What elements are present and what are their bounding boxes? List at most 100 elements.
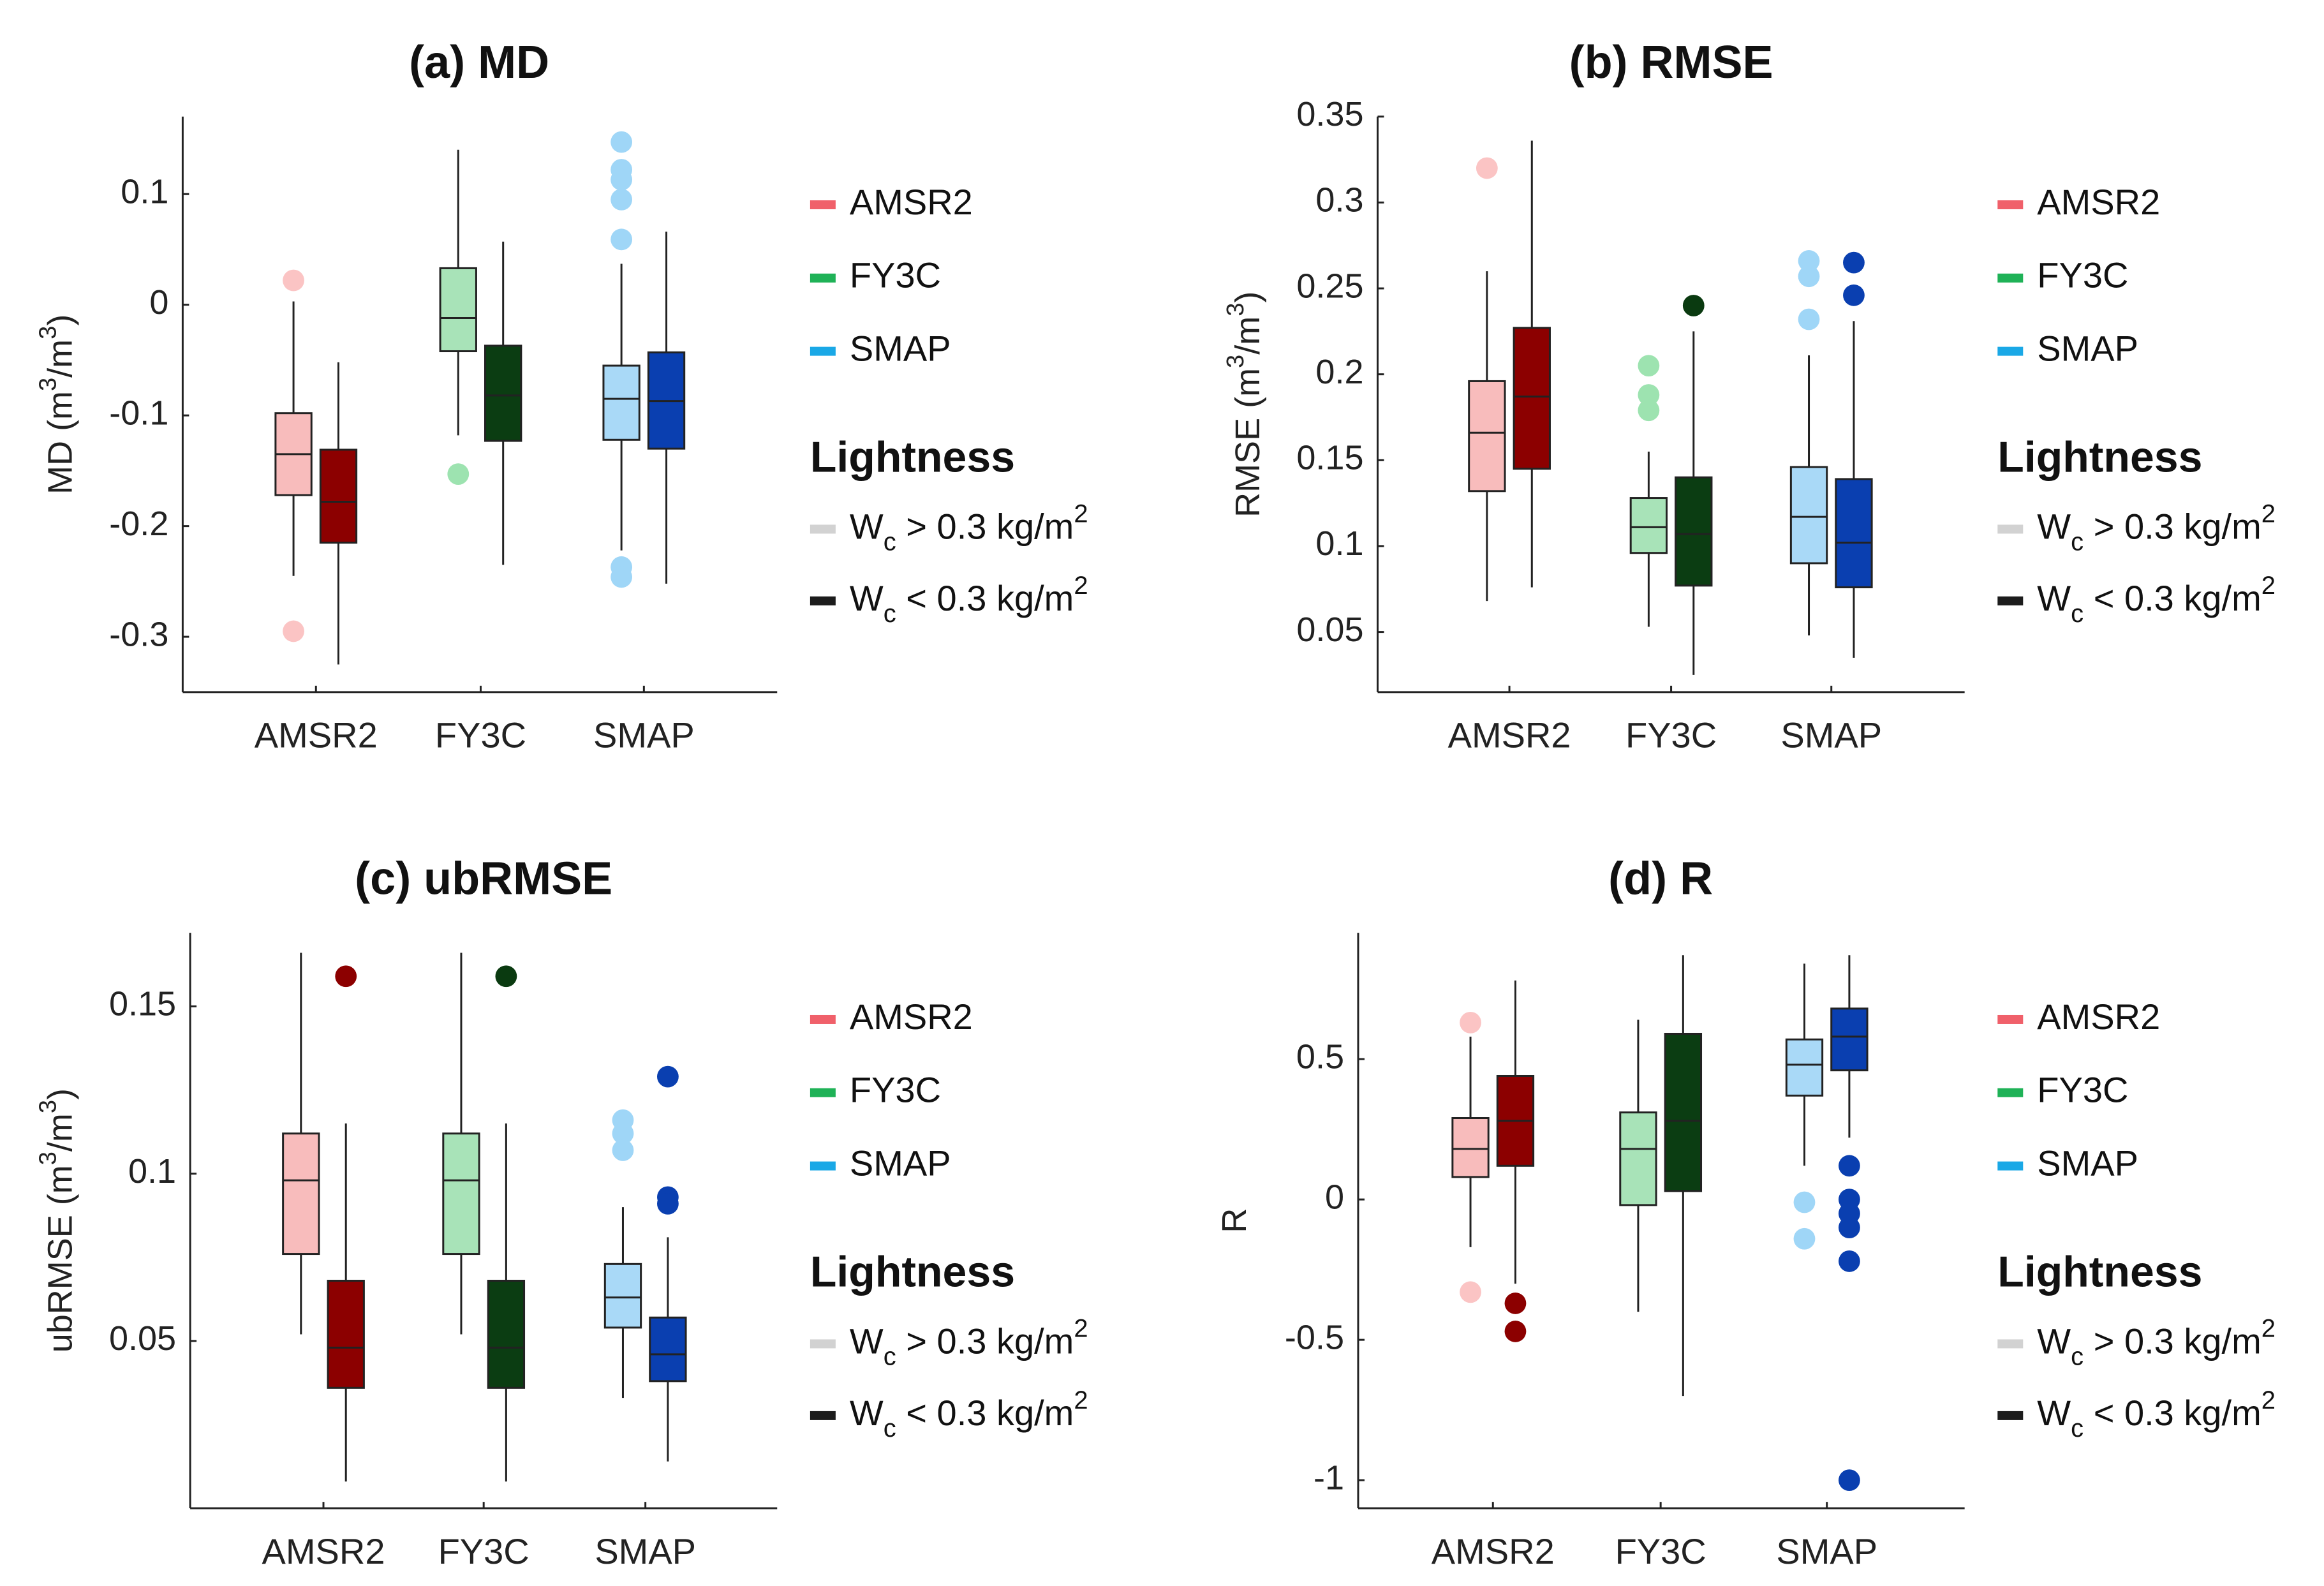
box-iqr bbox=[319, 448, 358, 544]
outlier-point bbox=[1682, 295, 1705, 316]
legend-swatch-fy3c bbox=[810, 273, 836, 283]
legend-label-wc-light: Wc > 0.3 kg/m2 bbox=[2037, 500, 2276, 556]
box-smap-dark bbox=[647, 232, 686, 584]
outlier-point bbox=[1504, 1321, 1527, 1342]
box-iqr bbox=[1629, 497, 1668, 554]
panel-b: (b) RMSE 0.35 0.3 0.25 0.2 0.15 0.1 0.05 AMSR2 FY… bbox=[1222, 37, 2276, 755]
legend-swatch-dark bbox=[1997, 1411, 2024, 1420]
box-smap-dark bbox=[1830, 955, 1869, 1492]
outlier-point bbox=[1638, 384, 1660, 406]
panel-title: (b) RMSE bbox=[1569, 37, 1773, 88]
legend-swatch-light bbox=[810, 524, 836, 534]
outlier-point bbox=[656, 1065, 679, 1088]
box-smap-light bbox=[602, 131, 640, 588]
box-amsr2-light bbox=[1451, 1011, 1490, 1303]
legend-label-wc-dark: Wc < 0.3 kg/m2 bbox=[850, 571, 1088, 627]
y-tick-label: 0.15 bbox=[1296, 439, 1363, 477]
legend-label-wc-light: Wc > 0.3 kg/m2 bbox=[2037, 1314, 2276, 1370]
outlier-point bbox=[611, 228, 633, 251]
outlier-point bbox=[1638, 355, 1660, 377]
legend-swatch-light bbox=[1997, 1339, 2024, 1349]
legend-swatch-fy3c bbox=[810, 1088, 836, 1097]
legend-swatch-smap bbox=[810, 346, 836, 356]
legend-lightness-title: Lightness bbox=[810, 433, 1015, 482]
y-tick-label: 0.3 bbox=[1315, 181, 1363, 219]
y-tick-label: 0 bbox=[149, 283, 168, 322]
box-amsr2-dark bbox=[1496, 980, 1535, 1342]
box-iqr bbox=[484, 345, 522, 442]
legend-lightness-title: Lightness bbox=[810, 1248, 1015, 1296]
y-axis-label: MD (m3/m3) bbox=[35, 315, 80, 494]
legend-swatch-fy3c bbox=[1997, 1088, 2024, 1097]
legend-swatch-fy3c bbox=[1997, 273, 2024, 283]
outlier-point bbox=[656, 1192, 679, 1215]
legend-label-wc-dark: Wc < 0.3 kg/m2 bbox=[2037, 571, 2276, 627]
box-iqr bbox=[1619, 1111, 1657, 1206]
y-tick-label: 0.1 bbox=[121, 172, 168, 211]
box-iqr bbox=[649, 1316, 687, 1382]
legend-swatch-amsr2 bbox=[1997, 1014, 2024, 1024]
box-iqr bbox=[327, 1280, 365, 1389]
y-tick-label: 0.15 bbox=[109, 985, 176, 1023]
legend-swatch-amsr2 bbox=[810, 1014, 836, 1024]
box-amsr2-dark bbox=[319, 362, 358, 665]
box-amsr2-light bbox=[1468, 157, 1506, 602]
box-amsr2-light bbox=[282, 952, 320, 1335]
legend: AMSR2 FY3C SMAP Lightness Wc > 0.3 kg/m2 Wc <… bbox=[810, 997, 1088, 1442]
outlier-point bbox=[611, 566, 633, 588]
panel-title: (c) ubRMSE bbox=[355, 853, 612, 904]
outlier-point bbox=[611, 168, 633, 191]
outlier-point bbox=[611, 188, 633, 211]
outlier-point bbox=[1798, 308, 1820, 330]
legend-label-smap: SMAP bbox=[850, 1143, 951, 1183]
outlier-point bbox=[1638, 399, 1660, 422]
outlier-point bbox=[1843, 251, 1865, 274]
box-fy3c-light bbox=[442, 952, 480, 1335]
y-tick-label: 0.05 bbox=[1296, 611, 1363, 649]
legend-label-wc-light: Wc > 0.3 kg/m2 bbox=[850, 1314, 1088, 1370]
outlier-point bbox=[1839, 1217, 1860, 1239]
x-tick-label-amsr2: AMSR2 bbox=[255, 715, 378, 755]
box-smap-dark bbox=[649, 1065, 687, 1462]
box-iqr bbox=[1468, 380, 1506, 493]
legend-swatch-amsr2 bbox=[810, 200, 836, 210]
legend-swatch-light bbox=[810, 1339, 836, 1349]
panel-title: (d) R bbox=[1608, 853, 1713, 904]
box-amsr2-dark bbox=[1513, 140, 1551, 588]
x-tick-label-smap: SMAP bbox=[595, 1531, 696, 1571]
outlier-point bbox=[1798, 265, 1820, 288]
box-amsr2-light bbox=[274, 269, 313, 642]
legend-label-fy3c: FY3C bbox=[2037, 1070, 2128, 1110]
panel-title: (a) MD bbox=[409, 37, 549, 88]
y-tick-label: 0.5 bbox=[1296, 1037, 1344, 1076]
outlier-point bbox=[1793, 1191, 1816, 1213]
x-tick-label-fy3c: FY3C bbox=[1615, 1531, 1706, 1571]
box-fy3c-dark bbox=[1675, 295, 1713, 675]
box-iqr bbox=[1789, 466, 1828, 565]
legend-swatch-dark bbox=[1997, 596, 2024, 605]
legend-swatch-dark bbox=[810, 596, 836, 605]
legend: AMSR2 FY3C SMAP Lightness Wc > 0.3 kg/m2 Wc <… bbox=[1997, 182, 2276, 627]
legend: AMSR2 FY3C SMAP Lightness Wc > 0.3 kg/m2 Wc <… bbox=[810, 182, 1088, 627]
legend-label-amsr2: AMSR2 bbox=[850, 182, 973, 222]
legend-swatch-smap bbox=[1997, 346, 2024, 356]
y-tick-label: -0.3 bbox=[109, 615, 168, 653]
box-iqr bbox=[1513, 327, 1551, 470]
outlier-point bbox=[1793, 1227, 1816, 1250]
panel-d: (d) R 0.5 0 -0.5 -1 AMSR2 FY3C SMAP R AMSR2 FY3C SM… bbox=[1215, 853, 2276, 1571]
outlier-point bbox=[447, 463, 470, 485]
legend-label-fy3c: FY3C bbox=[850, 255, 941, 295]
outlier-point bbox=[1504, 1293, 1527, 1314]
y-axis-label: R bbox=[1215, 1208, 1254, 1233]
box-fy3c-light bbox=[439, 149, 477, 485]
x-tick-label-amsr2: AMSR2 bbox=[1448, 715, 1571, 755]
outlier-point bbox=[612, 1139, 634, 1161]
legend-label-wc-dark: Wc < 0.3 kg/m2 bbox=[2037, 1386, 2276, 1442]
outlier-point bbox=[1460, 1011, 1481, 1034]
legend-label-smap: SMAP bbox=[2037, 328, 2138, 368]
legend-label-wc-light: Wc > 0.3 kg/m2 bbox=[850, 500, 1088, 556]
legend-label-smap: SMAP bbox=[2037, 1143, 2138, 1183]
outlier-point bbox=[1476, 157, 1498, 179]
y-tick-label: -0.5 bbox=[1285, 1318, 1344, 1356]
